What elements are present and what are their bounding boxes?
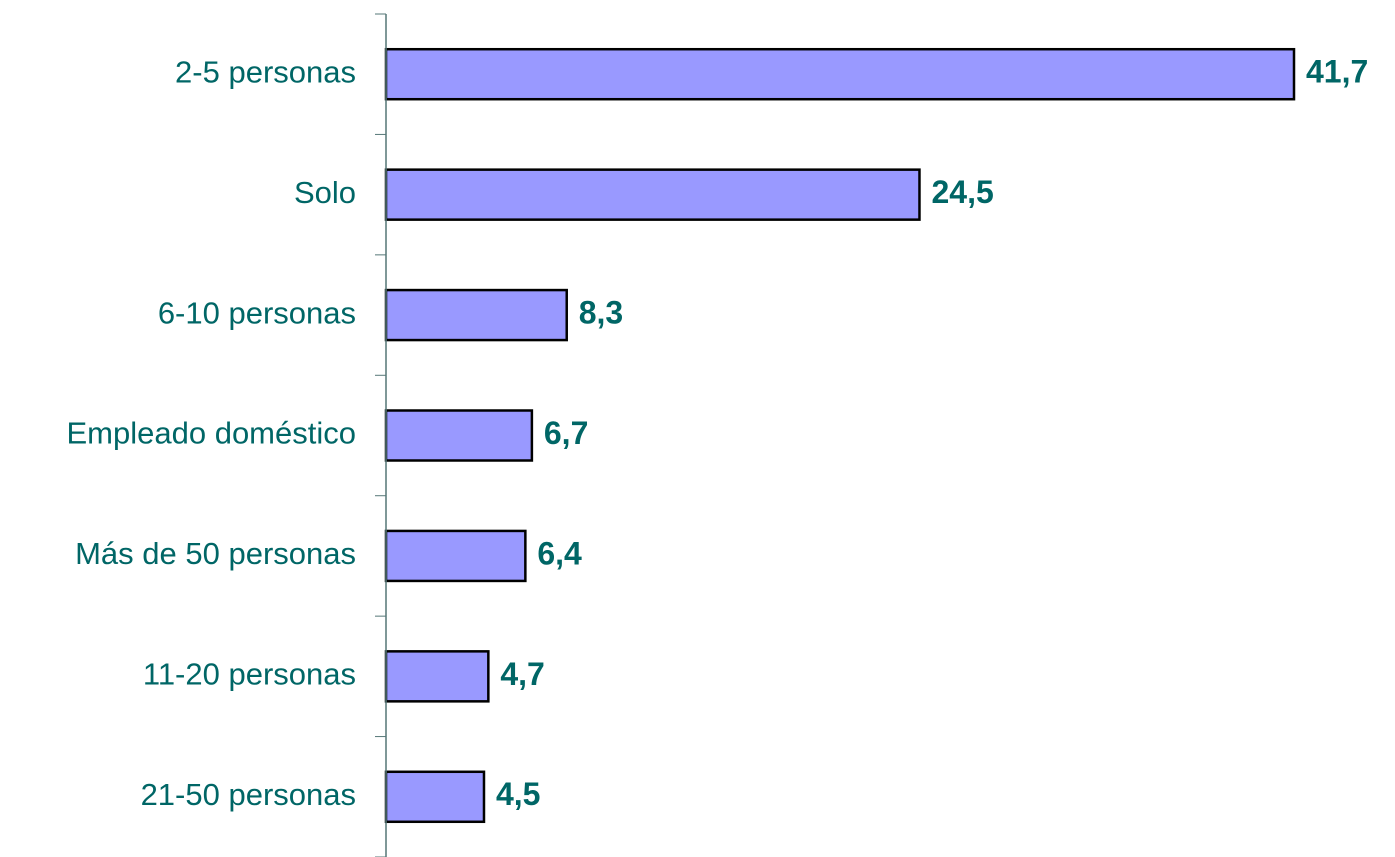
bar xyxy=(384,47,1296,101)
category-label: 21-50 personas xyxy=(141,777,356,812)
bar xyxy=(384,529,527,583)
bar xyxy=(384,650,490,703)
category-label: Empleado doméstico xyxy=(67,416,357,451)
value-label: 24,5 xyxy=(931,174,993,210)
value-label: 6,7 xyxy=(544,415,588,451)
category-label: 11-20 personas xyxy=(143,657,356,692)
category-label: Solo xyxy=(294,175,356,210)
value-label: 41,7 xyxy=(1306,54,1368,90)
value-label: 6,4 xyxy=(537,535,582,571)
bar xyxy=(384,770,486,824)
value-label: 8,3 xyxy=(579,295,623,331)
bar xyxy=(384,409,534,462)
bar xyxy=(384,288,568,342)
value-label: 4,7 xyxy=(500,656,544,692)
value-label: 4,5 xyxy=(496,776,540,812)
bar xyxy=(384,168,921,221)
category-label: Más de 50 personas xyxy=(75,536,356,571)
category-label: 2-5 personas xyxy=(175,54,356,89)
category-label: 6-10 personas xyxy=(158,295,356,330)
